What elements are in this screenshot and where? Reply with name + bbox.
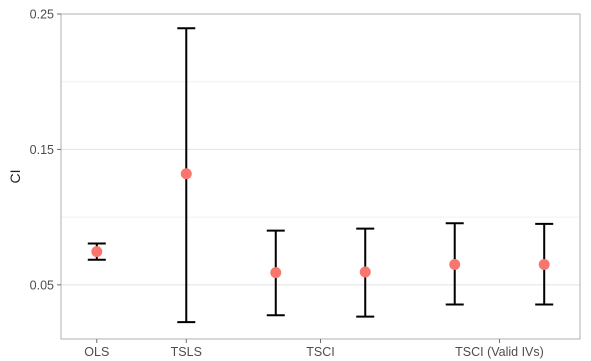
x-axis: OLS TSLS TSCI TSCI (Valid IVs): [84, 339, 544, 359]
estimate-point-5: [449, 259, 461, 271]
grid: [61, 13, 580, 286]
y-tick-label-2: 0.25: [30, 8, 54, 22]
plot-panel-border: [60, 13, 581, 340]
x-tick-label-1: TSLS: [171, 345, 202, 359]
x-tick-label-3: TSCI (Valid IVs): [455, 345, 544, 359]
estimate-point-2: [180, 168, 192, 180]
estimate-point-3: [270, 267, 282, 279]
y-axis: 0.05 0.15 0.25: [30, 8, 61, 292]
x-tick-label-0: OLS: [84, 345, 109, 359]
y-axis-title: CI: [7, 170, 23, 184]
x-tick-label-2: TSCI: [306, 345, 334, 359]
estimate-point-6: [538, 259, 550, 271]
error-bars: [87, 27, 554, 324]
estimate-point-1: [91, 246, 103, 258]
y-tick-label-0: 0.05: [30, 278, 54, 292]
estimate-points: [91, 168, 550, 279]
y-tick-label-1: 0.15: [30, 143, 54, 157]
estimate-point-4: [359, 266, 371, 278]
